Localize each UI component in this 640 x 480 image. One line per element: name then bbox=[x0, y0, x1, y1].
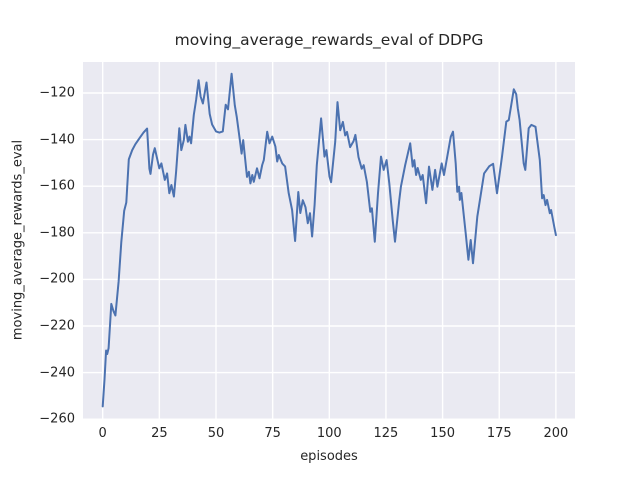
x-tick-label: 50 bbox=[207, 425, 225, 441]
x-tick-label: 125 bbox=[373, 425, 399, 441]
y-tick-label: −180 bbox=[39, 225, 75, 241]
x-tick-label: 100 bbox=[316, 425, 342, 441]
y-tick-label: −140 bbox=[39, 132, 75, 148]
y-tick-label: −220 bbox=[39, 318, 75, 334]
x-tick-label: 200 bbox=[543, 425, 569, 441]
x-tick-label: 175 bbox=[486, 425, 512, 441]
y-tick-label: −200 bbox=[39, 271, 75, 287]
y-tick-label: −240 bbox=[39, 365, 75, 381]
chart-title: moving_average_rewards_eval of DDPG bbox=[174, 31, 484, 49]
x-axis-label: episodes bbox=[300, 449, 358, 464]
y-tick-label: −120 bbox=[39, 85, 75, 101]
x-tick-label: 150 bbox=[430, 425, 455, 441]
x-tick-label: 25 bbox=[151, 425, 168, 441]
x-tick-label: 0 bbox=[98, 425, 107, 441]
series-line bbox=[101, 72, 557, 408]
y-tick-label: −160 bbox=[39, 178, 75, 194]
x-tick-label: 75 bbox=[264, 425, 281, 441]
y-tick-label: −260 bbox=[39, 411, 75, 427]
